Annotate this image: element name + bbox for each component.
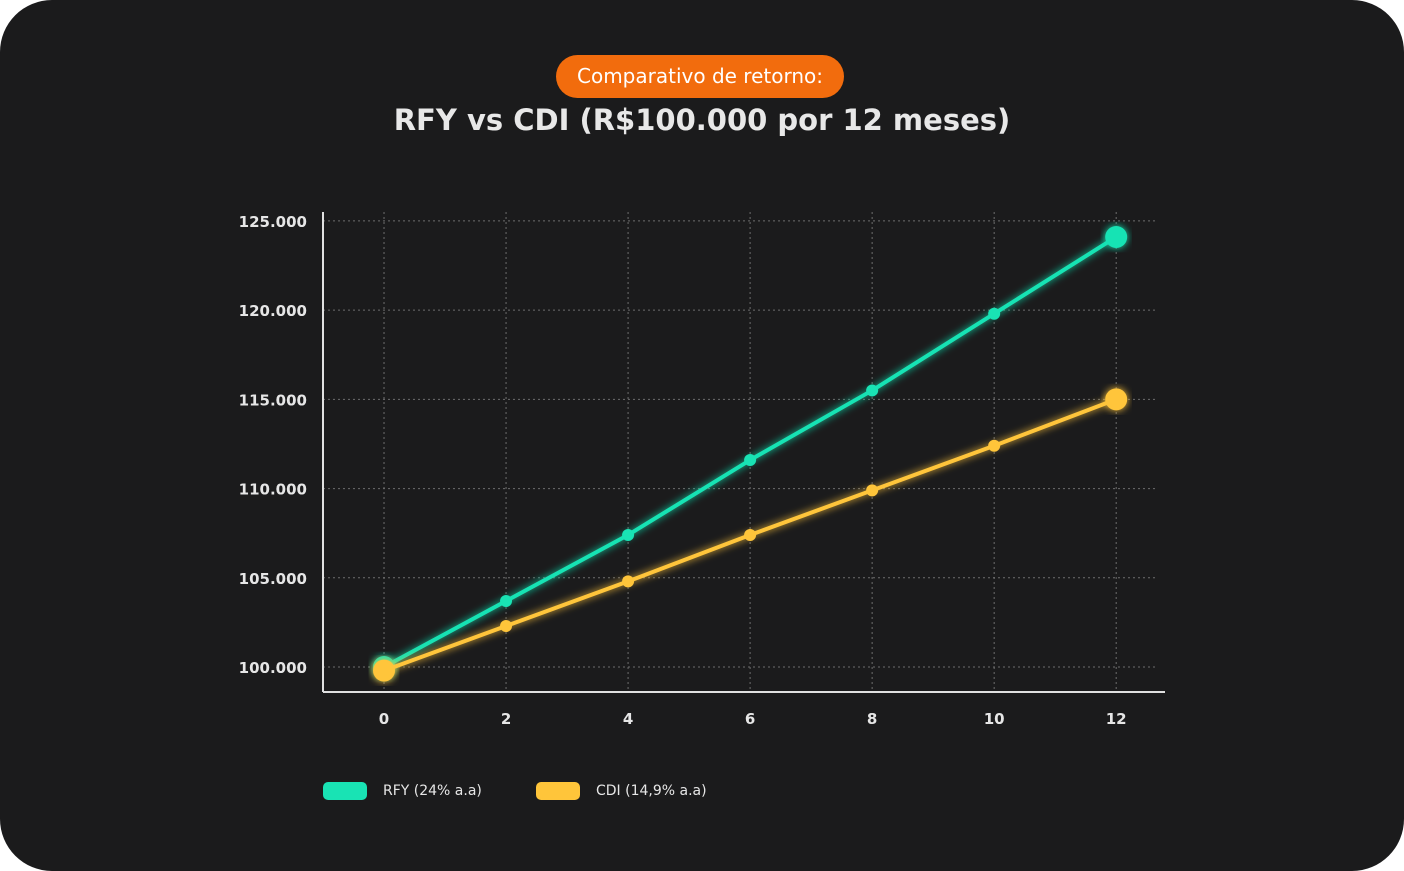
- x-tick-label: 0: [379, 710, 389, 728]
- axes: [322, 212, 1165, 693]
- grid-lines: [323, 212, 1157, 692]
- data-point-rfy: [866, 384, 879, 397]
- legend-item-cdi: CDI (14,9% a.a): [536, 781, 707, 801]
- data-point-rfy: [988, 307, 1001, 320]
- data-point-cdi: [500, 619, 513, 632]
- data-point-rfy: [1105, 225, 1128, 248]
- y-tick-labels: 100.000 105.000 110.000 115.000 120.000 125.0…: [239, 213, 307, 677]
- data-point-cdi: [1105, 388, 1128, 411]
- series-layer: [373, 225, 1128, 682]
- data-point-rfy: [744, 454, 757, 467]
- y-tick-label: 110.000: [239, 481, 307, 499]
- y-tick-label: 125.000: [239, 213, 307, 231]
- data-point-rfy: [622, 528, 635, 541]
- chart-title: RFY vs CDI (R$100.000 por 12 meses): [393, 103, 1011, 137]
- data-point-cdi: [744, 528, 757, 541]
- legend-item-rfy: RFY (24% a.a): [323, 781, 482, 801]
- y-tick-label: 100.000: [239, 659, 307, 677]
- y-tick-label: 120.000: [239, 302, 307, 320]
- y-tick-label: 105.000: [239, 570, 307, 588]
- y-tick-label: 115.000: [239, 391, 307, 409]
- subtitle-badge: Comparativo de retorno:: [556, 55, 844, 98]
- data-point-cdi: [866, 484, 879, 497]
- x-tick-label: 2: [501, 710, 511, 728]
- x-tick-label: 10: [984, 710, 1005, 728]
- x-tick-label: 6: [745, 710, 755, 728]
- legend-swatch-rfy: [323, 782, 367, 800]
- x-tick-label: 12: [1106, 710, 1127, 728]
- x-tick-label: 8: [867, 710, 877, 728]
- data-point-cdi: [988, 439, 1001, 452]
- legend-label-cdi: CDI (14,9% a.a): [596, 783, 707, 799]
- data-point-rfy: [500, 594, 513, 607]
- data-point-cdi: [373, 659, 396, 682]
- x-tick-labels: 0 2 4 6 8 10 12: [379, 710, 1127, 728]
- legend-swatch-cdi: [536, 782, 580, 800]
- x-tick-label: 4: [623, 710, 633, 728]
- data-point-cdi: [622, 575, 635, 588]
- legend-label-rfy: RFY (24% a.a): [383, 783, 482, 799]
